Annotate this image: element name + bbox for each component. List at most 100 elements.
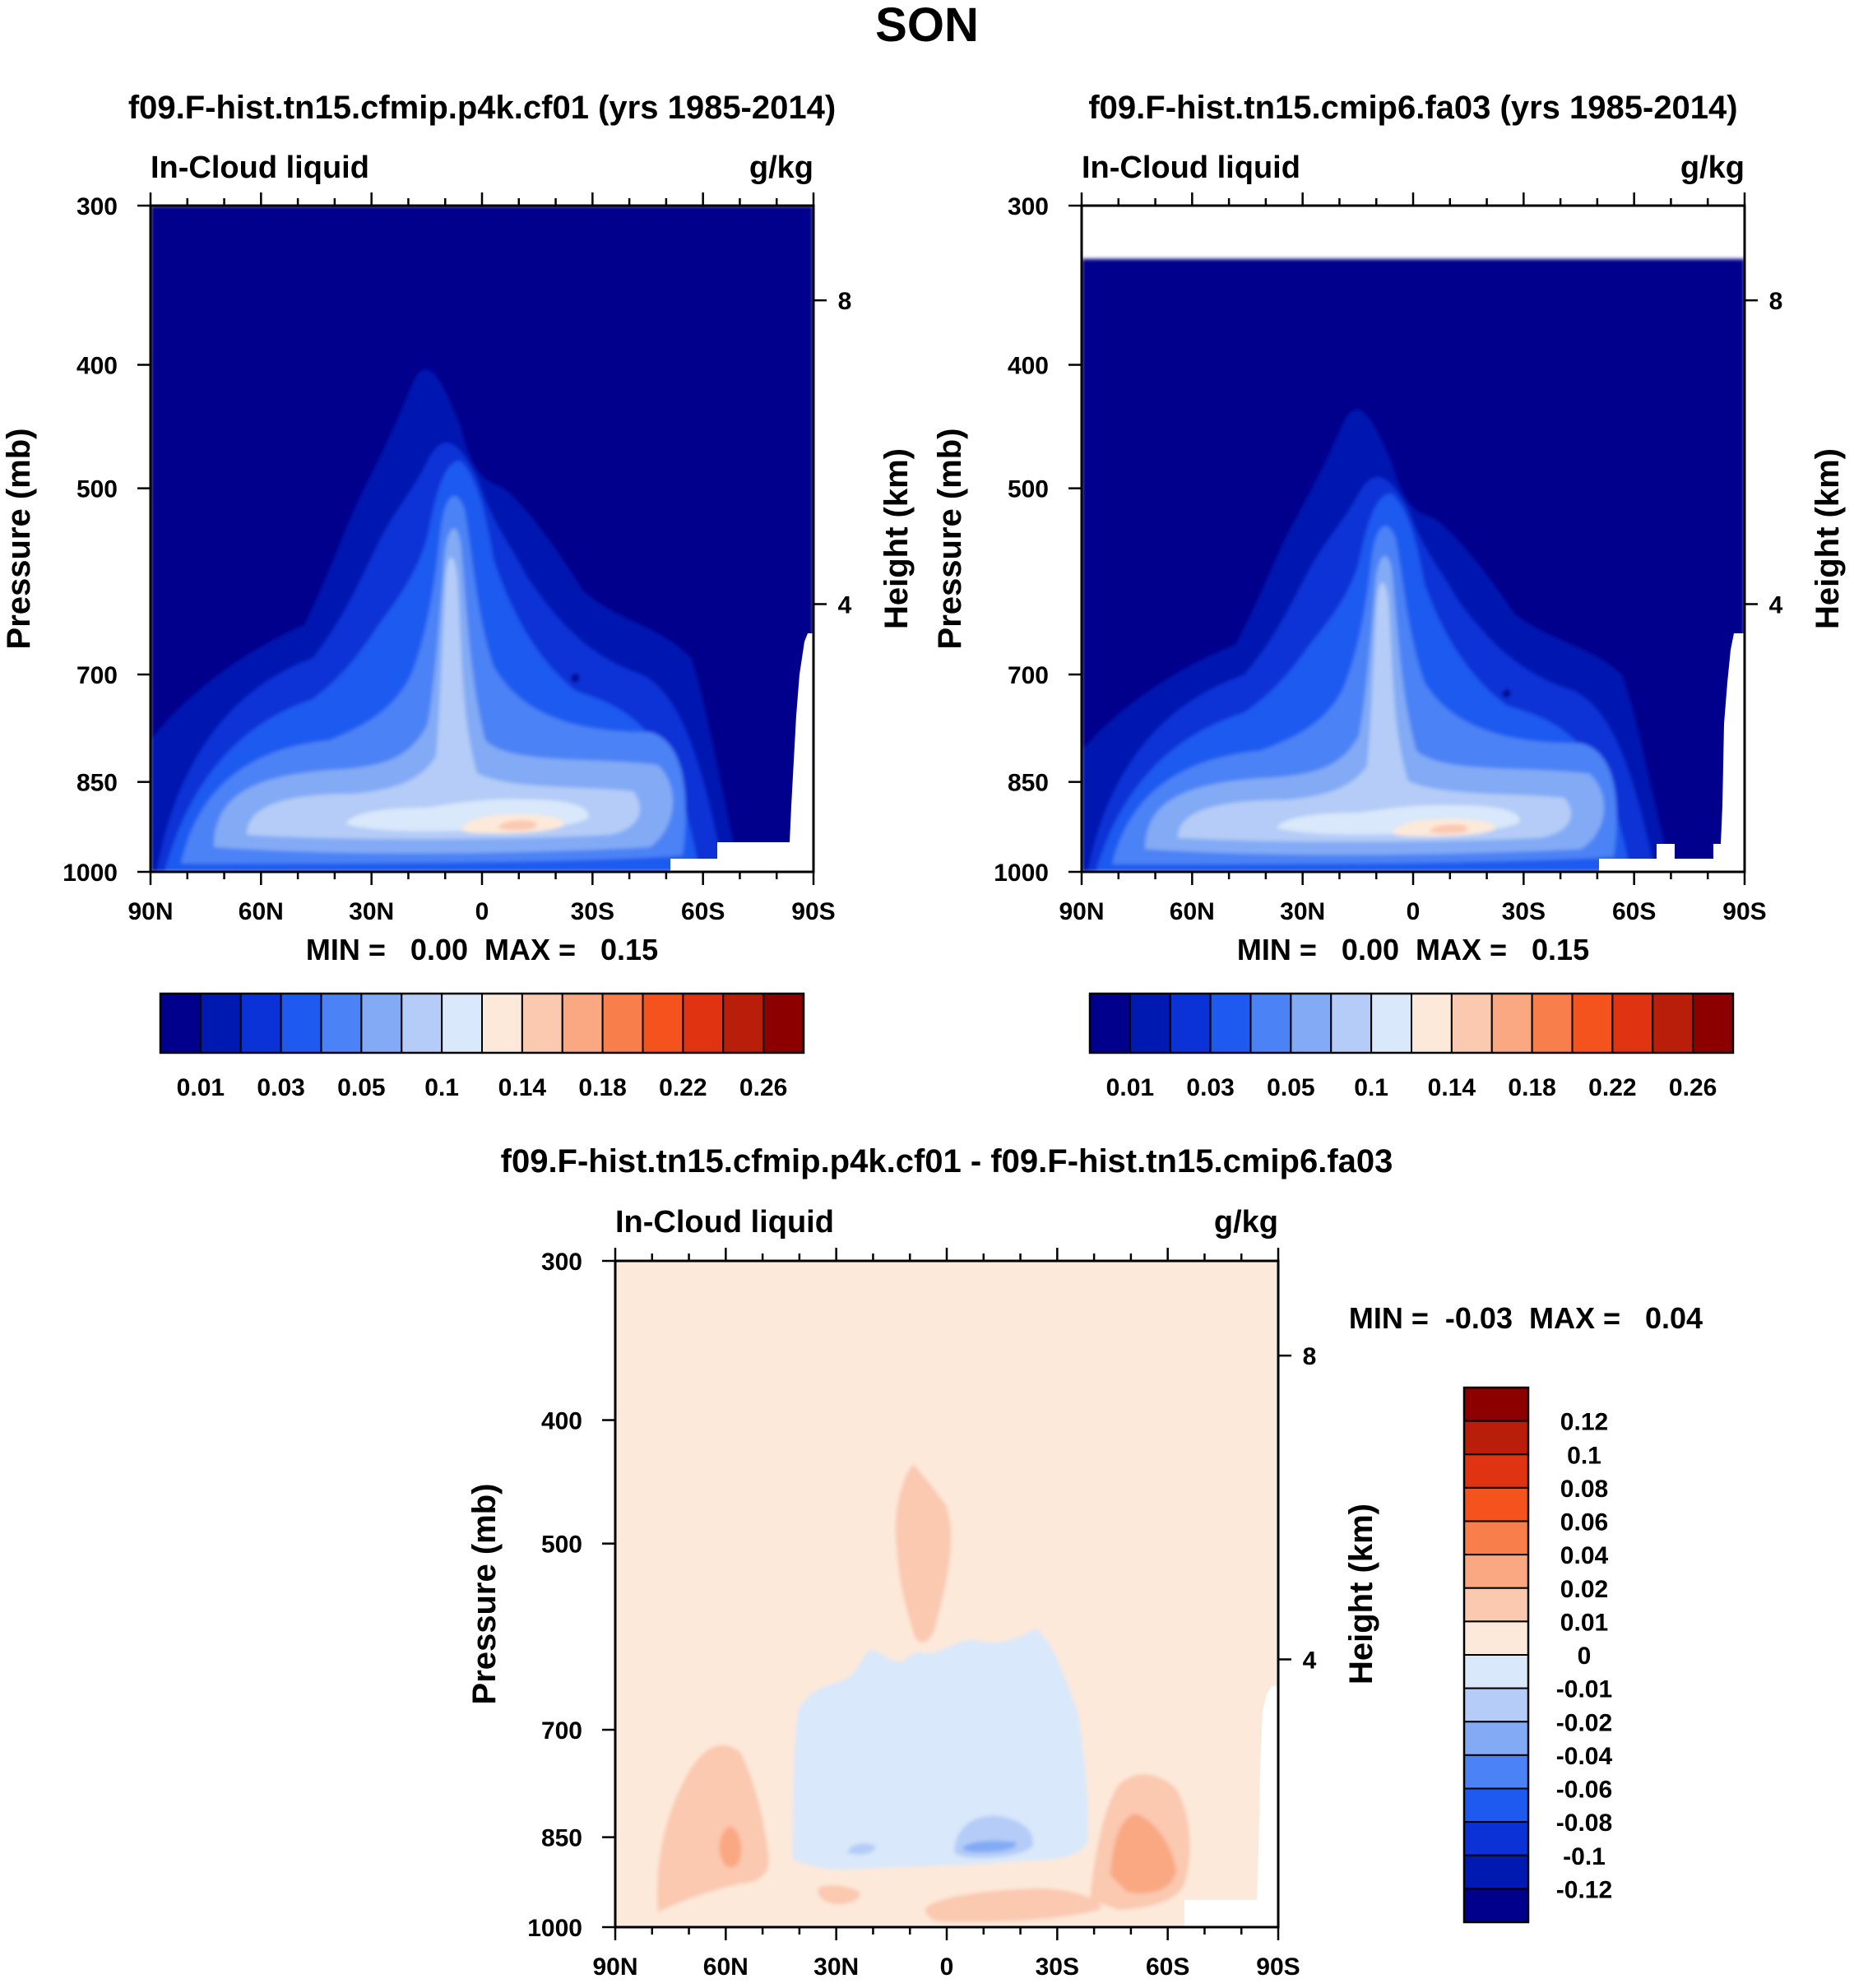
panel-2-colorbar-swatch [1129,993,1171,1054]
panel-2-colorbar-label: 0.26 [1669,1074,1717,1101]
panel-2-colorbar-label: 0.18 [1508,1074,1555,1101]
panel-3-colorbar-frame [1462,1386,1530,1924]
panel-3-colorbar-label: 0.02 [1560,1576,1608,1603]
panel-1-colorbar-label: 0.14 [498,1074,547,1101]
panel-3-x-tick-label: 60S [1146,1953,1189,1981]
panel-1-colorbar-swatch [561,993,604,1054]
panel-1-x-tick-label: 90N [127,898,173,925]
panel-2-colorbar-label: 0.05 [1267,1074,1314,1101]
panel-3-colorbar-swatch [1463,1754,1529,1790]
panel-1-y2-tick-label: 4 [838,591,852,619]
panel-2-colorbar-swatch [1490,993,1533,1054]
panel-3-colorbar-label: 0.01 [1560,1609,1608,1636]
panel-3-colorbar-label: -0.01 [1556,1676,1612,1703]
panel-3-colorbar-label: -0.1 [1563,1843,1606,1870]
panel-1-units-label: g/kg [749,151,813,185]
panel-1-contour-field [151,206,813,872]
panel-2-colorbar-label: 0.01 [1106,1074,1154,1101]
panel-1-colorbar-label: 0.22 [659,1074,707,1101]
panel-3-colorbar-swatch [1463,1687,1529,1723]
panel-3: f09.F-hist.tn15.cfmip.p4k.cf01 - f09.F-h… [466,1143,1703,1981]
panel-1-y-axis-label: Pressure (mb) [1,429,37,650]
panel-1-colorbar-swatch [682,993,725,1054]
panel-1-x-tick-label: 60N [239,898,284,925]
panel-3-colorbar-swatch [1463,1854,1529,1890]
panel-3-colorbar-swatch [1463,1587,1529,1623]
panel-2-missing-data [1599,633,1745,872]
panel-3-x-tick-label: 0 [940,1953,954,1981]
panel-1-colorbar-swatch [280,993,322,1054]
panel-1-colorbar-swatch [521,993,563,1054]
panel-2-colorbar-swatch [1692,993,1734,1054]
panel-1-y2-tick-label: 8 [838,288,852,315]
panel-2-colorbar-swatch [1290,993,1333,1054]
panel-2-colorbar-swatch [1531,993,1574,1054]
panel-1-colorbar-swatch [601,993,644,1054]
panel-3-colorbar-swatch [1463,1721,1529,1756]
panel-3-colorbar-label: 0.12 [1560,1409,1608,1436]
panel-2-x-tick-label: 30N [1280,898,1325,925]
panel-3-colorbar-label: 0.06 [1560,1509,1608,1536]
panel-1-colorbar-swatch [360,993,403,1054]
panel-2-colorbar-swatch [1089,993,1131,1054]
panel-1-y-tick-label: 700 [76,662,118,689]
panel-3-colorbar-swatch [1463,1787,1529,1823]
panel-2-colorbar-label: 0.1 [1354,1074,1388,1101]
panel-3-y2-axis-label: Height (km) [1343,1504,1379,1684]
panel-2-colorbar-swatch [1209,993,1252,1054]
panel-2-y-tick-label: 700 [1008,662,1049,689]
panel-3-colorbar-label: 0.04 [1560,1542,1609,1569]
panel-1-x-tick-label: 30S [571,898,614,925]
panel-1-colorbar-swatch [199,993,242,1054]
panel-3-y-tick-label: 850 [541,1825,582,1852]
panel-3-y-tick-label: 300 [541,1249,582,1276]
panel-3-x-tick-label: 60N [703,1953,749,1981]
panel-1-y-tick-label: 300 [76,193,118,220]
panel-3-field-label: In-Cloud liquid [615,1205,834,1240]
panel-1-colorbar-swatch [481,993,523,1054]
panel-2-colorbar-frame [1088,992,1735,1054]
panel-3-y-tick-label: 1000 [527,1915,582,1942]
panel-1-y-tick-label: 400 [76,353,118,380]
panel-2-colorbar-swatch [1370,993,1412,1054]
panel-3-units-label: g/kg [1214,1205,1278,1240]
panel-3-colorbar-label: 0.08 [1560,1476,1608,1503]
panel-1-colorbar-swatch [762,993,804,1054]
panel-1-colorbar-swatch [320,993,363,1054]
panel-1-x-tick-label: 0 [475,898,489,925]
panel-2-colorbar-swatch [1411,993,1453,1054]
panel-2-colorbar-swatch [1330,993,1373,1054]
panel-2-colorbar-swatch [1652,993,1694,1054]
panel-3-y-tick-label: 700 [541,1717,582,1745]
panel-1-colorbar-label: 0.01 [177,1074,225,1101]
panel-1-colorbar-swatch [239,993,282,1054]
panel-3-title: f09.F-hist.tn15.cfmip.p4k.cf01 - f09.F-h… [501,1143,1393,1179]
figure-title: SON [875,0,979,52]
panel-1-y2-axis-label: Height (km) [878,448,915,629]
panel-3-x-tick-label: 30N [813,1953,859,1981]
panel-3-colorbar-label: -0.04 [1556,1743,1613,1770]
panel-3-colorbar-swatch [1463,1420,1529,1456]
panel-2-colorbar-label: 0.03 [1186,1074,1234,1101]
panel-2-colorbar-label: 0.14 [1428,1074,1476,1101]
panel-2-x-tick-label: 90N [1059,898,1104,925]
panel-3-colorbar-swatch [1463,1654,1529,1689]
panel-3-y-tick-label: 500 [541,1532,582,1559]
panel-1-colorbar-swatch [722,993,765,1054]
panel-2-y-tick-label: 300 [1008,193,1049,220]
panel-3-y2-tick-label: 8 [1303,1343,1317,1370]
panel-3-colorbar-swatch [1463,1486,1529,1522]
panel-2-title: f09.F-hist.tn15.cmip6.fa03 (yrs 1985-201… [1088,90,1737,126]
panel-1-colorbar-swatch [401,993,443,1054]
panel-3-y2-tick-label: 4 [1303,1647,1317,1674]
panel-2-x-tick-label: 60N [1170,898,1215,925]
panel-3-stats: MIN = -0.03 MAX = 0.04 [1349,1301,1703,1335]
panel-2-y2-tick-label: 8 [1769,288,1783,315]
panel-2-contour-field [1082,258,1745,872]
panel-1-colorbar-frame [159,992,805,1054]
panel-3-colorbar-swatch [1463,1620,1529,1656]
panel-2-colorbar-swatch [1169,993,1212,1054]
panel-1-x-tick-label: 90S [791,898,835,925]
panel-3-y-tick-label: 400 [541,1408,582,1435]
panel-3-colorbar-label: -0.08 [1556,1810,1612,1837]
